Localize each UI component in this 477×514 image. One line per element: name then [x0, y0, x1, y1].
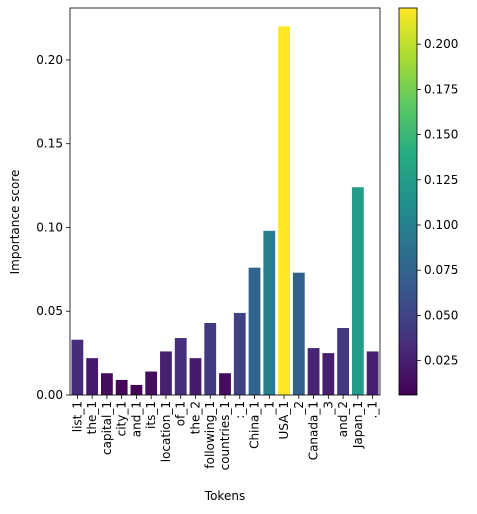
x-tick-label: China_1: [248, 401, 262, 449]
bar-countries-1: [219, 373, 231, 395]
x-tick-label: list_1: [70, 401, 84, 432]
x-axis: list_1 the_1 capital_1 city_1 and_1 its_1 loca…: [70, 395, 380, 470]
x-tick-label: of_1: [174, 401, 188, 426]
y-axis: 0.00 0.05 0.10 0.15 0.20: [36, 53, 70, 402]
y-tick-label: 0.10: [36, 220, 63, 234]
x-tick-label: and_2: [336, 401, 350, 437]
bar-and-1: [130, 384, 143, 395]
x-tick-label: ._1: [366, 401, 380, 418]
colorbar-tick-label: 0.075: [424, 263, 458, 277]
colorbar-frame: [398, 7, 418, 396]
y-tick-label: 0.20: [36, 53, 63, 67]
colorbar-tick-label: 0.175: [424, 82, 458, 96]
y-axis-label: Importance score: [8, 170, 22, 275]
bar-the-2: [189, 358, 202, 395]
y-tick-label: 0.15: [36, 137, 63, 151]
x-tick-label: location_1: [159, 401, 173, 462]
colorbar: 0.025 0.050 0.075 0.100 0.125 0.150 0.175 0.200: [398, 7, 458, 396]
bar-of-1: [174, 338, 187, 395]
colorbar-gradient: [399, 8, 417, 395]
x-tick-label: the_2: [188, 401, 202, 434]
x-tick-label: and_1: [129, 401, 143, 437]
colorbar-tick-label: 0.125: [424, 173, 458, 187]
y-tick-label: 0.05: [36, 304, 63, 318]
bar--1: [233, 312, 246, 395]
y-tick-label: 0.00: [36, 388, 63, 402]
x-tick-label: following_1: [203, 401, 217, 469]
x-tick-label: _1: [262, 401, 276, 416]
x-tick-label: countries_1: [218, 401, 232, 470]
x-tick-label: USA_1: [277, 401, 291, 439]
x-tick-label: the_1: [85, 401, 99, 434]
bar-USA-1: [278, 26, 290, 396]
colorbar-tick-label: 0.200: [424, 37, 458, 51]
bar--1: [366, 351, 379, 395]
bar-China-1: [248, 267, 261, 395]
colorbar-tick-label: 0.150: [424, 128, 458, 142]
bar-Canada-1: [307, 348, 320, 395]
bar-its-1: [145, 371, 158, 395]
x-tick-label: Canada_1: [307, 401, 321, 460]
bar-location-1: [160, 351, 172, 395]
bar-capital-1: [101, 373, 113, 395]
bar--1: [263, 230, 276, 395]
x-tick-label: capital_1: [100, 401, 114, 455]
plot-area: [69, 7, 381, 396]
bar-following-1: [204, 322, 217, 395]
bar-the-1: [86, 358, 99, 395]
plot-frame: [69, 7, 381, 396]
bar--3: [322, 353, 335, 395]
bar-and-2: [337, 327, 349, 395]
bar-Japan-1: [351, 187, 364, 395]
x-tick-label: Japan_1: [351, 401, 365, 449]
x-tick-label: city_1: [115, 401, 129, 436]
colorbar-tick-label: 0.100: [424, 218, 458, 232]
x-tick-label: its_1: [144, 401, 158, 429]
bar--2: [292, 272, 305, 395]
bar-city-1: [115, 379, 128, 395]
colorbar-tick-label: 0.025: [424, 354, 458, 368]
x-tick-label: :_1: [233, 401, 247, 419]
colorbar-tick-label: 0.050: [424, 308, 458, 322]
bar-list-1: [71, 339, 84, 395]
x-tick-label: _2: [292, 401, 306, 416]
x-axis-label: Tokens: [204, 489, 245, 503]
x-tick-label: _3: [321, 401, 335, 416]
